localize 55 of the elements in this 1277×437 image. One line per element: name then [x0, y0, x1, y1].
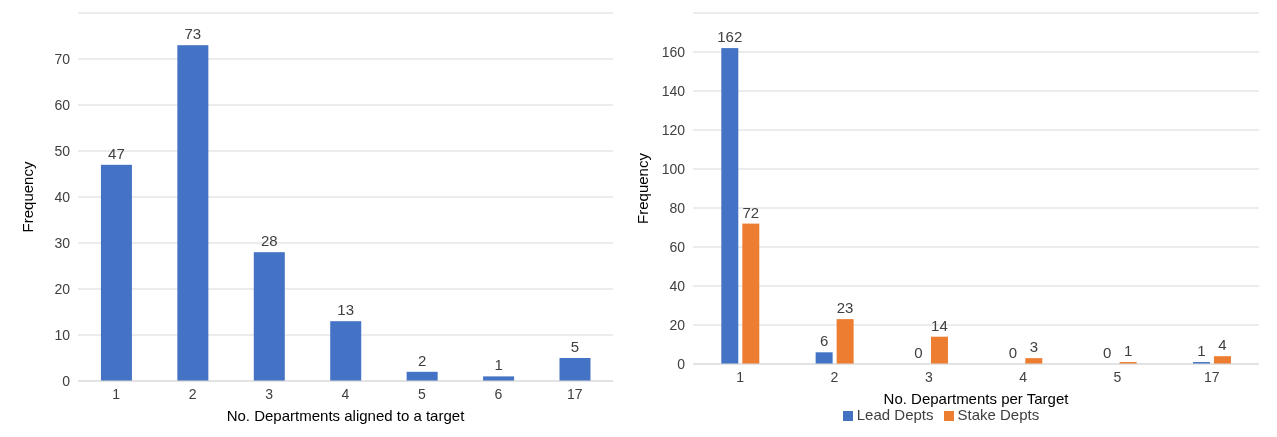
y-tick-label: 40 — [669, 277, 686, 294]
data-label: 5 — [570, 338, 580, 355]
x-tick-label: 5 — [1113, 368, 1122, 385]
x-tick-label: 2 — [830, 368, 839, 385]
y-tick-label: 70 — [54, 50, 71, 67]
y-axis-title: Frequency — [634, 152, 652, 224]
x-tick-label: 2 — [188, 385, 197, 402]
data-label: 0 — [1102, 344, 1112, 361]
y-tick-label: 50 — [54, 142, 71, 159]
y-tick-label: 120 — [661, 121, 686, 138]
y-axis-title: Frequency — [19, 161, 37, 233]
legend-label: Stake Depts — [957, 406, 1040, 423]
y-tick-label: 0 — [677, 355, 686, 372]
data-label: 23 — [836, 299, 854, 317]
x-tick-label: 4 — [1019, 368, 1028, 385]
x-tick-label: 1 — [112, 385, 121, 402]
data-label: 0 — [1008, 344, 1017, 361]
data-label: 13 — [337, 301, 355, 319]
data-label: 28 — [260, 232, 278, 250]
data-label: 2 — [417, 351, 427, 369]
y-tick-label: 160 — [661, 43, 686, 60]
x-tick-label: 3 — [924, 368, 933, 385]
x-axis-title: No. Departments aligned to a target — [226, 407, 466, 424]
y-tick-label: 0 — [62, 372, 71, 389]
x-tick-label: 6 — [494, 385, 503, 402]
data-label: 4 — [1218, 336, 1227, 354]
y-tick-label: 20 — [669, 316, 686, 333]
y-tick-label: 30 — [54, 234, 71, 251]
x-tick-label: 17 — [567, 385, 583, 402]
y-tick-label: 40 — [54, 188, 71, 205]
x-tick-label: 4 — [341, 385, 350, 402]
y-tick-label: 20 — [54, 280, 71, 297]
data-label: 47 — [108, 144, 125, 162]
x-tick-label: 5 — [418, 385, 427, 402]
y-tick-label: 80 — [669, 199, 686, 216]
x-axis-title: No. Departments per Target — [883, 390, 1070, 407]
data-label: 72 — [742, 203, 760, 221]
y-tick-label: 60 — [54, 96, 71, 113]
legend-label: Lead Depts — [856, 406, 934, 423]
data-label: 73 — [184, 25, 202, 43]
y-tick-label: 60 — [669, 238, 686, 255]
data-label: 3 — [1029, 338, 1038, 356]
y-tick-label: 10 — [54, 326, 71, 343]
data-label: 0 — [914, 344, 923, 361]
y-tick-label: 100 — [661, 160, 686, 177]
x-tick-label: 3 — [265, 385, 274, 402]
data-label: 162 — [717, 28, 743, 46]
data-label: 6 — [819, 332, 829, 350]
y-tick-label: 140 — [661, 82, 686, 99]
x-tick-label: 17 — [1204, 368, 1220, 385]
data-label: 1 — [1123, 342, 1133, 360]
data-label: 1 — [494, 356, 503, 374]
x-tick-label: 1 — [736, 368, 745, 385]
data-label: 14 — [931, 316, 948, 334]
data-label: 1 — [1197, 342, 1206, 360]
